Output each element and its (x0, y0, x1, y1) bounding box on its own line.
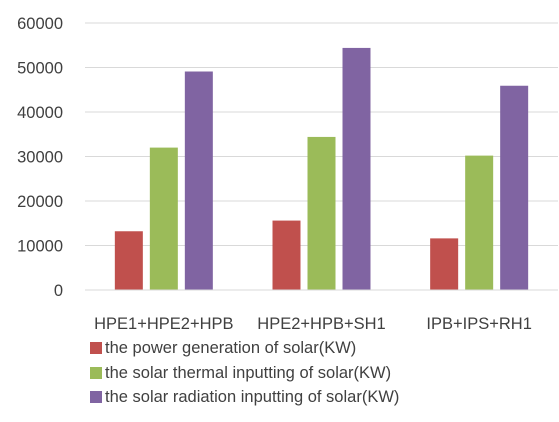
y-tick-label: 10000 (17, 238, 63, 256)
bar (342, 47, 371, 290)
legend-swatch-radiation (90, 391, 102, 404)
x-tick-label: HPE2+HPB+SH1 (257, 315, 385, 333)
legend-label-radiation: the solar radiation inputting of solar(K… (105, 388, 400, 406)
legend-item-thermal: the solar thermal inputting of solar(KW) (90, 361, 399, 386)
bar (114, 231, 143, 290)
x-tick-label: HPE1+HPE2+HPB (94, 315, 233, 333)
bar (430, 238, 459, 290)
legend-swatch-power (90, 342, 102, 355)
legend-swatch-thermal (90, 366, 102, 379)
legend-item-power: the power generation of solar(KW) (90, 336, 399, 361)
bar (465, 155, 494, 290)
y-tick-label: 20000 (17, 193, 63, 211)
y-tick-label: 50000 (17, 60, 63, 78)
y-tick-label: 60000 (17, 15, 63, 33)
bar (500, 85, 529, 291)
y-tick-label: 30000 (17, 149, 63, 167)
legend-label-power: the power generation of solar(KW) (105, 339, 357, 357)
legend: the power generation of solar(KW) the so… (90, 336, 399, 410)
y-tick-label: 40000 (17, 104, 63, 122)
y-tick-label: 0 (54, 282, 63, 300)
bar (149, 147, 178, 290)
x-tick-label: IPB+IPS+RH1 (426, 315, 531, 333)
bar (307, 136, 336, 290)
bar (184, 71, 213, 290)
legend-label-thermal: the solar thermal inputting of solar(KW) (105, 363, 392, 382)
legend-item-radiation: the solar radiation inputting of solar(K… (90, 385, 399, 410)
bars (114, 47, 529, 291)
bar (272, 220, 301, 290)
axes: 0 10000 20000 30000 40000 50000 60000 HPE1+HPE2… (17, 15, 558, 333)
